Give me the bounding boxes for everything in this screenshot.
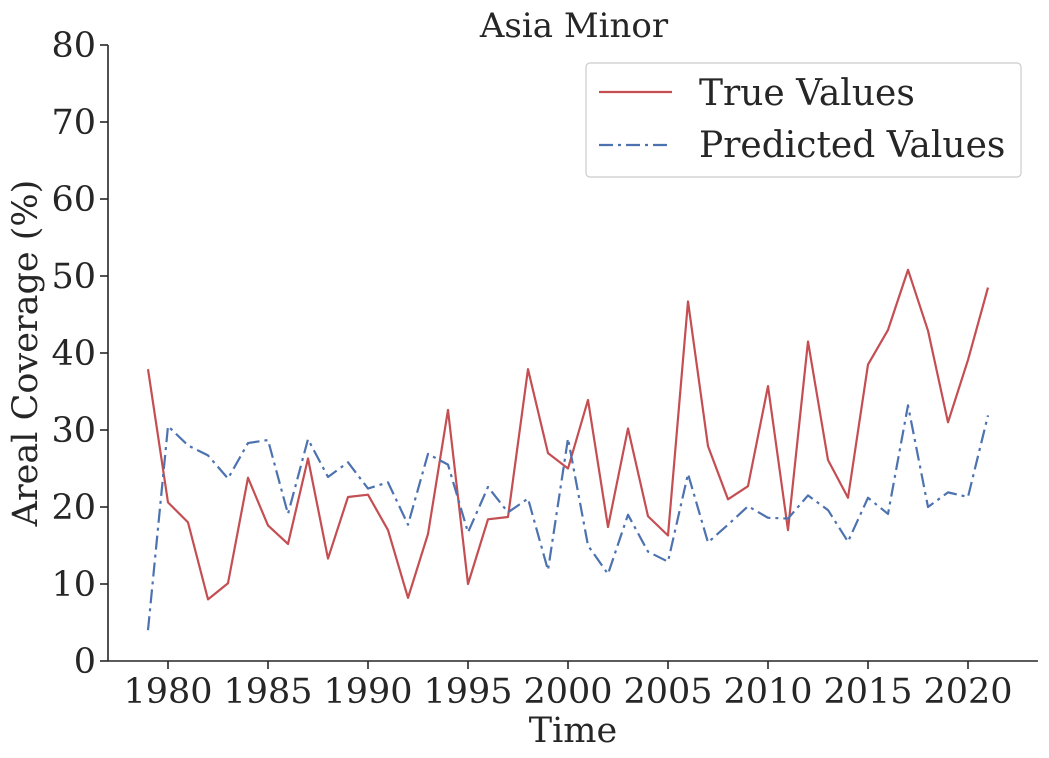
plot-area <box>146 268 990 631</box>
x-tick-label: 2020 <box>923 672 1012 712</box>
y-tick-label: 60 <box>51 180 96 220</box>
chart-title: Asia Minor <box>479 6 669 46</box>
y-tick-label: 0 <box>74 642 96 682</box>
legend-frame <box>585 62 1022 178</box>
series-line-true-values <box>146 268 990 601</box>
legend: True Values Predicted Values <box>585 62 1022 178</box>
x-tick-label: 1985 <box>223 672 312 712</box>
x-axis-ticks: 1980 1985 1990 1995 2000 2005 2010 2015 2020 <box>123 661 1013 712</box>
y-axis-ticks: 0 10 20 30 40 50 60 70 80 <box>51 26 108 682</box>
x-tick-label: 1990 <box>323 672 412 712</box>
y-tick-label: 70 <box>51 103 96 143</box>
y-tick-label: 10 <box>51 565 96 605</box>
x-tick-label: 1995 <box>423 672 512 712</box>
x-tick-label: 1980 <box>123 672 212 712</box>
x-tick-label: 2005 <box>623 672 712 712</box>
y-tick-label: 50 <box>51 257 96 297</box>
y-tick-label: 30 <box>51 411 96 451</box>
legend-label-true-values: True Values <box>699 73 915 114</box>
legend-label-predicted-values: Predicted Values <box>699 125 1005 166</box>
y-axis-label: Areal Coverage (%) <box>6 180 46 528</box>
x-tick-label: 2015 <box>823 672 912 712</box>
y-tick-label: 20 <box>51 488 96 528</box>
y-tick-label: 80 <box>51 26 96 66</box>
x-tick-label: 2000 <box>523 672 612 712</box>
series-line-predicted-values <box>146 404 990 631</box>
y-tick-label: 40 <box>51 334 96 374</box>
x-axis-label: Time <box>529 711 617 751</box>
x-tick-label: 2010 <box>723 672 812 712</box>
